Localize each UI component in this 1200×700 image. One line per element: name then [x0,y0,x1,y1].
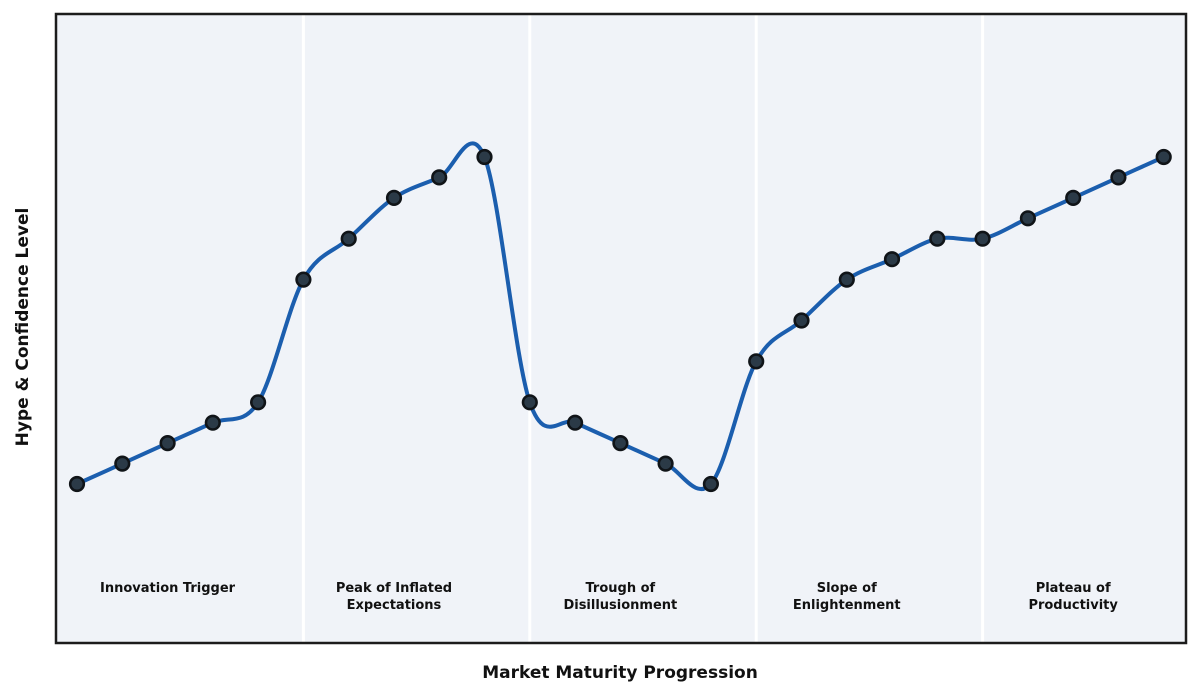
x-axis-label: Market Maturity Progression [482,663,758,683]
phase-label-trough-of: Trough of Disillusionment [563,581,678,613]
data-point [1110,169,1127,186]
data-point [204,414,221,431]
hype-curve [75,141,1166,492]
y-axis-label: Hype & Confidence Level [13,207,33,447]
data-point [159,435,176,452]
data-point [476,148,493,166]
phase-label-peak-of-inflated: Peak of Inflated Expectations [335,581,453,613]
data-point [340,230,357,247]
data-point [385,189,403,206]
data-point [250,394,267,411]
data-point [748,353,765,370]
data-point [566,414,584,431]
data-point [68,475,86,493]
data-point [793,312,810,329]
data-point [929,230,946,247]
data-point [612,435,629,452]
data-point [1019,210,1037,227]
phase-label-plateau-of: Plateau of Productivity [1028,581,1118,613]
data-point [431,169,448,186]
data-point [974,230,991,247]
data-point [114,455,131,472]
data-point [883,251,901,268]
data-point [702,475,720,493]
plot-border [54,12,1188,645]
data-point [521,394,538,411]
plot-area [56,14,1186,643]
data-point [1065,189,1082,206]
data-point [838,271,855,288]
data-point [657,455,674,472]
data-point [1155,148,1172,166]
data-point [295,271,312,288]
phase-label-innovation-trigger: Innovation Trigger [100,581,236,596]
phase-label-slope-of: Slope of Enlightenment [792,581,901,613]
